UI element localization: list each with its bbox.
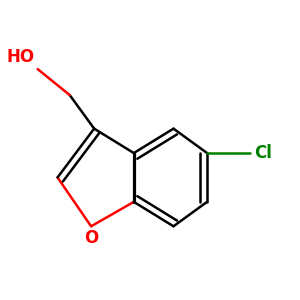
Text: O: O	[84, 229, 98, 247]
Text: Cl: Cl	[254, 144, 272, 162]
Text: HO: HO	[7, 48, 34, 66]
